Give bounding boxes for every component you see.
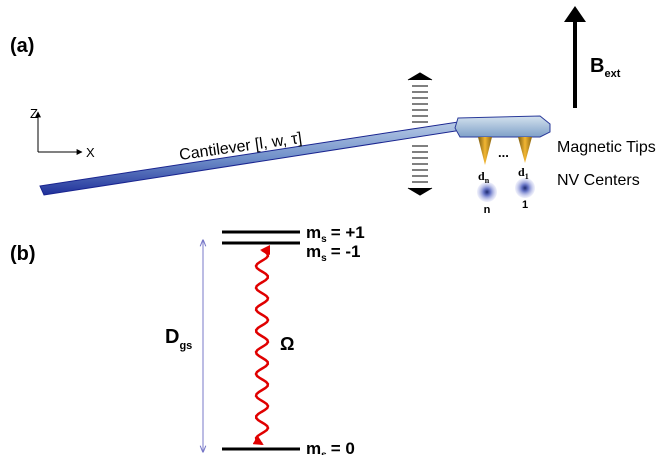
panel-label: (a)	[10, 35, 34, 57]
magnetic-tips-label: Magnetic Tips	[557, 139, 656, 156]
nv-center	[515, 178, 535, 198]
cantilever	[40, 122, 462, 195]
distance-index: 1	[525, 172, 529, 181]
field-symbol: B	[590, 55, 604, 77]
tip-distance: d1	[518, 165, 529, 181]
tip-distance: dn	[478, 169, 490, 185]
splitting-symbol: D	[165, 326, 179, 348]
level-subscript: s	[321, 234, 327, 245]
panel-b: (b) ms= +1 ms= -1 ms= 0 Dgs Ω	[10, 223, 365, 455]
level-subscript: s	[321, 450, 327, 455]
splitting-subscript: gs	[179, 340, 192, 352]
nv-center-label: n	[484, 204, 491, 216]
panel-label: (b)	[10, 243, 36, 265]
level-symbol: m	[306, 439, 321, 455]
level-value: = 0	[331, 439, 355, 455]
z-axis-label: Z	[30, 106, 38, 121]
drive-arrow	[256, 250, 268, 444]
ellipsis: ...	[498, 145, 509, 160]
panel-a: (a) Bext Z X Cantilever [l, w, τ] ... dn…	[10, 6, 656, 216]
level-label: ms = -1	[306, 242, 360, 264]
nv-centers-label: NV Centers	[557, 172, 640, 189]
drive-label: Ω	[280, 334, 294, 354]
level-value: = +1	[331, 223, 365, 242]
level-symbol: m	[306, 223, 321, 242]
distance-index: n	[485, 176, 490, 185]
nv-center	[477, 182, 497, 202]
level-label: ms = 0	[306, 439, 355, 455]
x-axis-label: X	[86, 145, 95, 160]
splitting-label: Dgs	[165, 326, 192, 352]
field-arrowhead	[564, 6, 586, 22]
nv-center-label: 1	[522, 199, 528, 211]
magnetic-tip	[478, 137, 492, 165]
field-label: Bext	[590, 55, 621, 80]
level-symbol: m	[306, 242, 321, 261]
level-subscript: s	[321, 253, 327, 264]
field-subscript: ext	[604, 68, 620, 80]
figure: (a) Bext Z X Cantilever [l, w, τ] ... dn…	[0, 0, 669, 455]
magnetic-tip	[518, 137, 532, 163]
cantilever-head	[455, 116, 550, 137]
level-value: = -1	[331, 242, 361, 261]
